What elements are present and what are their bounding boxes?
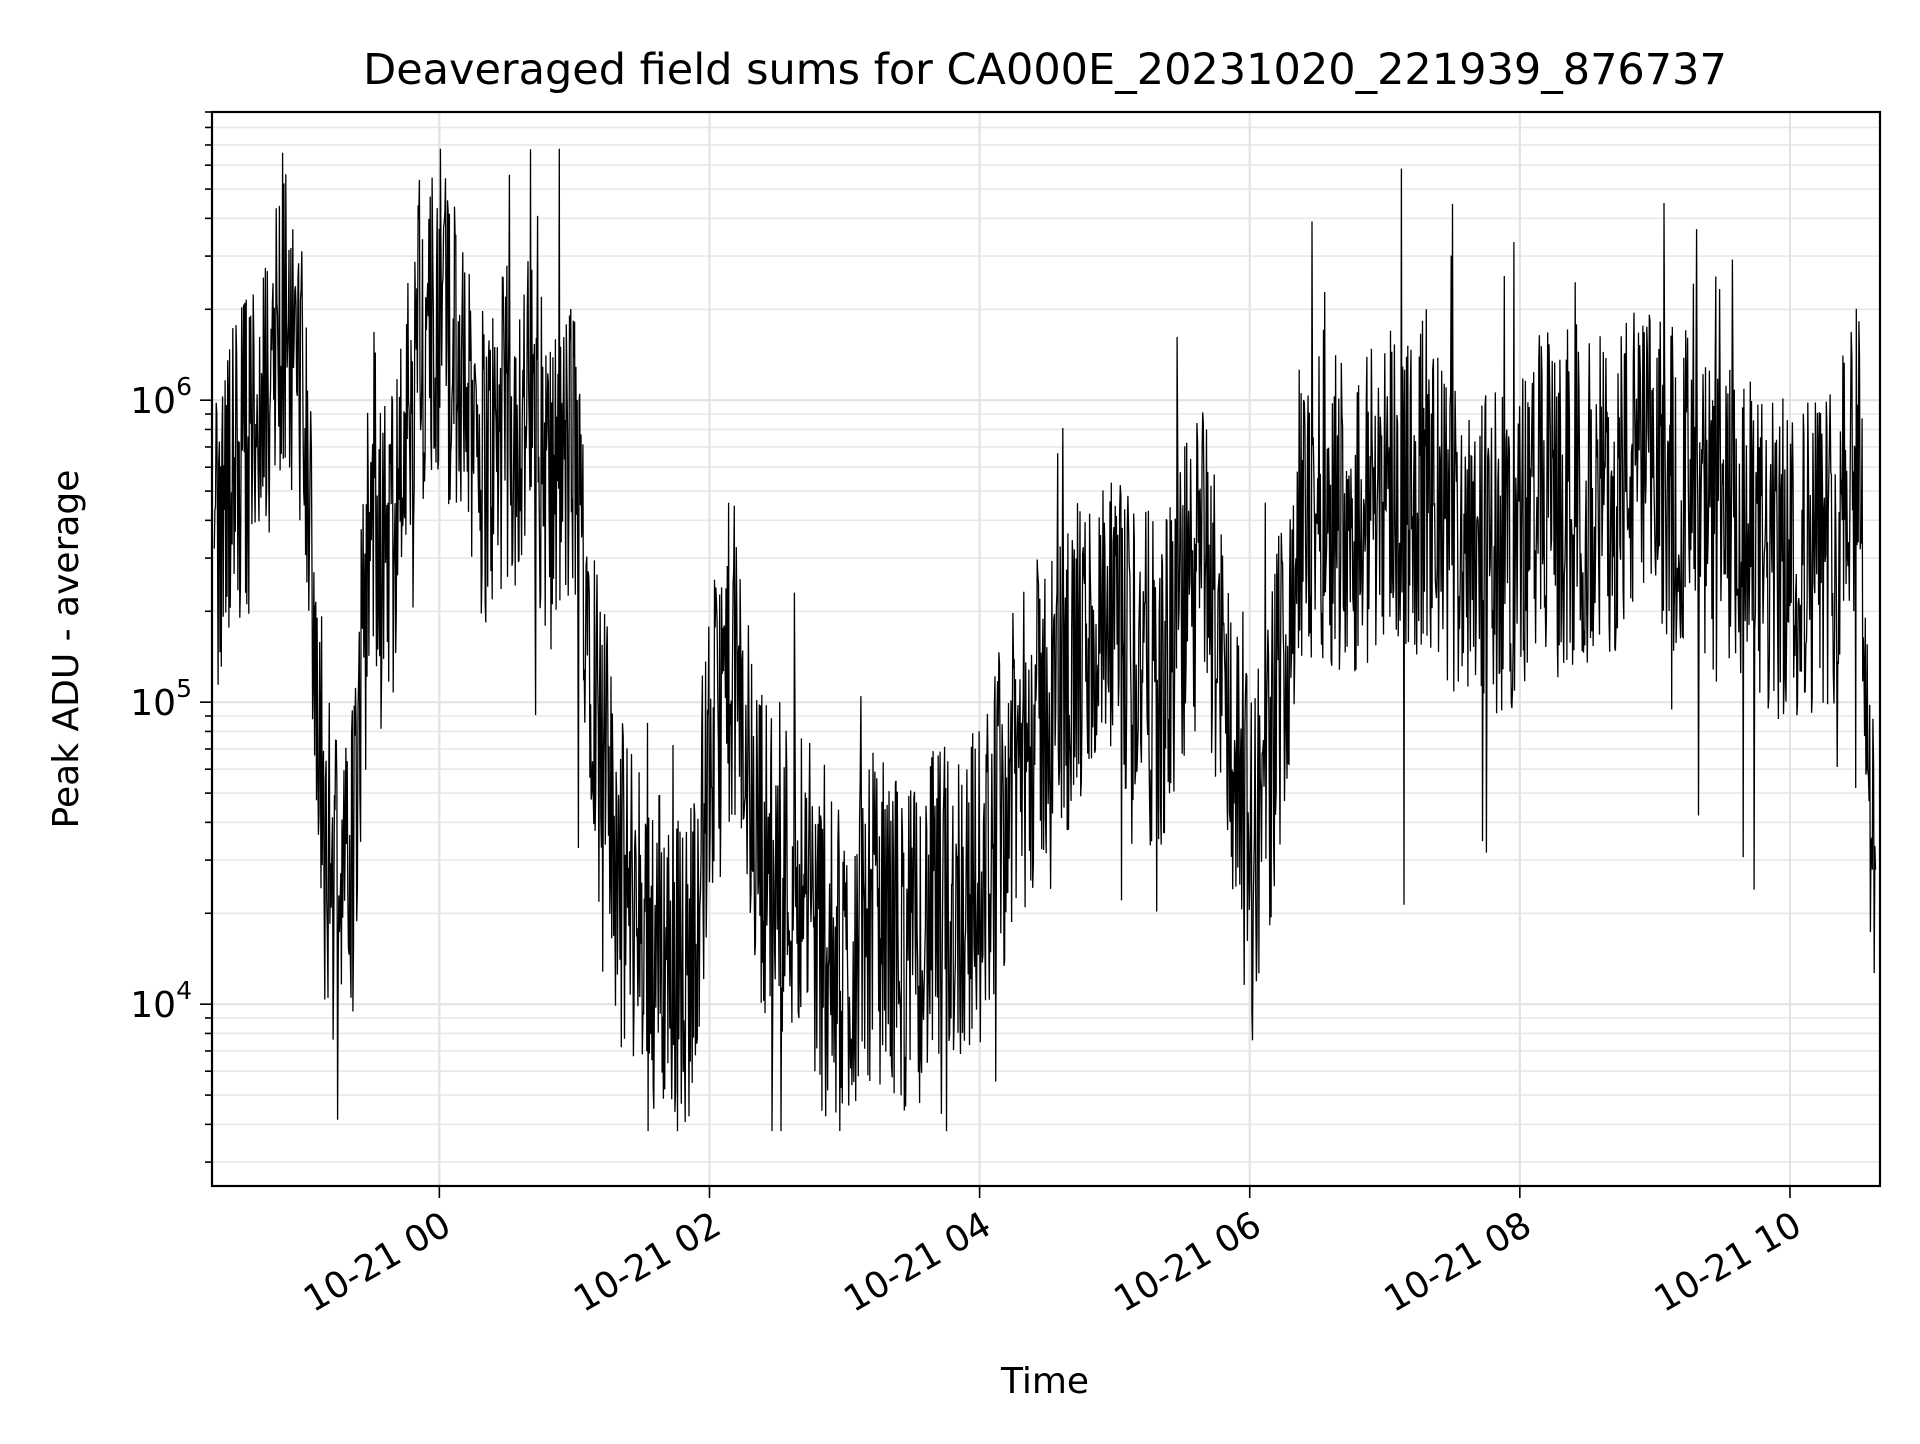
axes-frame xyxy=(210,110,1882,1188)
chart-title: Deaveraged field sums for CA000E_2023102… xyxy=(363,45,1727,95)
series-layer xyxy=(213,148,1877,1132)
x-tick-label: 10-21 10 xyxy=(1648,1204,1809,1320)
series-line xyxy=(213,148,1877,1132)
x-tick-label: 10-21 04 xyxy=(837,1204,998,1320)
x-tick-label: 10-21 02 xyxy=(567,1204,728,1320)
x-tick-label: 10-21 06 xyxy=(1108,1204,1269,1320)
y-tick-label: 106 xyxy=(130,372,192,422)
y-tick-label: 105 xyxy=(130,674,192,724)
y-tick-label: 104 xyxy=(130,976,192,1026)
y-axis-label: Peak ADU - average xyxy=(46,470,87,829)
x-tick-label: 10-21 08 xyxy=(1378,1204,1539,1320)
x-tick-label: 10-21 00 xyxy=(297,1204,458,1320)
x-axis-label: Time xyxy=(1000,1361,1089,1402)
